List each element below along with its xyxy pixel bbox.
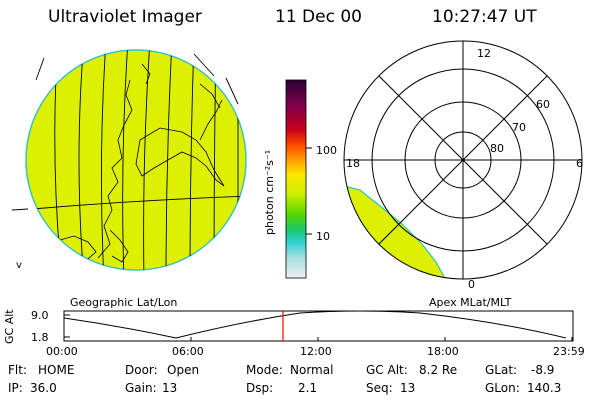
info-glon-label: GLon: [485,381,520,395]
date-label: 11 Dec 00 [275,7,362,27]
mlat-label-60: 60 [536,98,550,111]
info-glon-value: 140.3 [527,381,562,395]
orbit-xtick-1200: 12:00 [300,345,332,358]
info-mode-value: Normal [290,363,334,377]
v-mark: v [16,260,22,271]
orbit-ylabel: GC Alt [3,309,16,344]
info-seq-value: 13 [400,381,416,395]
colorbar-unit-label: photon cm⁻²s⁻¹ [263,149,276,235]
colorbar-tick-label-10: 10 [316,230,330,243]
orbit-xtick-0000: 00:00 [46,345,78,358]
info-flt-label: Flt: [8,363,27,377]
info-dsp-label: Dsp: [246,381,274,395]
info-gain-value: 13 [162,381,178,395]
auroral-oval [344,185,449,279]
info-flt-value: HOME [38,363,75,377]
orbit-ytick-9: 9.0 [31,309,49,322]
orbit-xtick-0600: 06:00 [172,345,204,358]
colorbar-tick-label-100: 100 [316,144,337,157]
orbit-xtick-2359: 23:59 [553,345,585,358]
polar-plot [343,40,583,280]
mlt-label-6: 6 [576,157,583,170]
orbit-ticks [63,314,573,341]
info-gain-label: Gain: [125,381,157,395]
info-ip-value: 36.0 [30,381,57,395]
info-gcalt-label: GC Alt: [366,363,408,377]
grid-outside [11,53,239,211]
info-door-label: Door: [125,363,158,377]
mlt-label-0: 0 [468,278,475,291]
info-gcalt-value: 8.2 Re [419,363,458,377]
time-label: 10:27:47 UT [432,7,537,27]
orbit-ytick-1-8: 1.8 [31,331,49,344]
info-glat-label: GLat: [485,363,518,377]
earth-disk [25,49,247,271]
geo-panel-label: Geographic Lat/Lon [70,296,178,309]
polar-panel-label: Apex MLat/MLT [429,296,512,309]
info-dsp-value: 2.1 [298,381,318,395]
info-door-value: Open [167,363,200,377]
mlat-label-80: 80 [490,142,504,155]
orbit-plot [63,310,574,342]
colorbar [285,79,312,279]
instrument-title: Ultraviolet Imager [48,7,202,27]
mlat-label-70: 70 [512,121,526,134]
geographic-image: v [11,49,247,271]
altitude-curve [63,310,567,339]
info-ip-label: IP: [8,381,23,395]
mlt-label-12: 12 [477,47,491,60]
info-mode-label: Mode: [246,363,283,377]
info-glat-value: -8.9 [531,363,555,377]
info-seq-label: Seq: [366,381,393,395]
orbit-frame [63,310,574,342]
orbit-xtick-1800: 18:00 [427,345,459,358]
mlt-label-18: 18 [346,157,360,170]
polar-grid [343,40,583,280]
